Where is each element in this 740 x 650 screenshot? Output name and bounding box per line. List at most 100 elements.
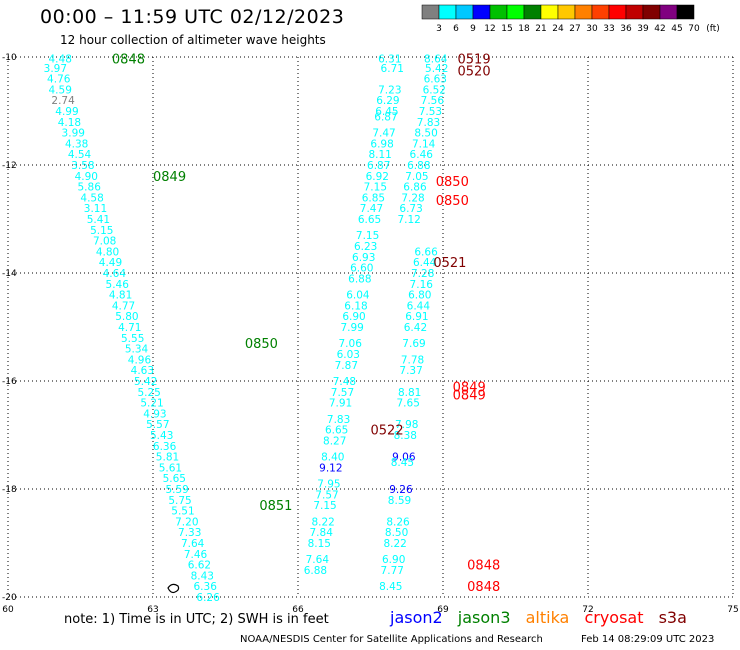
data-point-jason3: 7.46 [184,549,208,561]
data-point-s3a: 7.84 [310,527,334,539]
data-point-jason3: 4.18 [58,117,81,129]
data-point-cryosat: 6.88 [407,160,430,172]
data-point-cryosat: 7.77 [381,565,404,577]
data-point-s3a: 8.27 [323,435,346,447]
credit: NOAA/NESDIS Center for Satellite Applica… [240,634,543,645]
data-point-jason3: 5.59 [165,484,188,496]
data-point-s3a: 6.88 [348,273,371,285]
time-label: 0848 [467,559,500,574]
data-point-s3a: 7.64 [306,554,330,566]
time-label: 0848 [112,53,145,68]
data-point-s3a: 8.40 [321,452,344,464]
colorbar-swatch [557,4,576,20]
data-point-s3a: 6.87 [374,111,397,123]
data-point-jason3: 4.48 [49,54,72,66]
mission-altika: altika [525,608,570,627]
data-point-jason3: 5.75 [168,495,191,507]
time-label: 0850 [245,337,278,352]
footnote: note: 1) Time is in UTC; 2) SWH is in fe… [64,612,329,627]
chart-subtitle: 12 hour collection of altimeter wave hei… [60,33,326,47]
data-point-jason3: 4.59 [49,84,72,96]
data-point-s3a: 7.15 [313,500,336,512]
data-point-s3a: 7.15 [356,230,379,242]
data-point-jason3: 4.99 [55,106,78,118]
data-point-cryosat: 8.81 [398,387,421,399]
data-point-s3a: 6.85 [362,192,385,204]
data-point-cryosat: 8.45 [379,581,402,593]
data-point-s3a: 8.22 [311,516,334,528]
time-label: 0850 [436,175,469,190]
y-tick-label: -14 [2,269,17,279]
data-point-jason3: 4.64 [103,268,127,280]
data-point-s3a: 6.60 [350,263,373,275]
colorbar-label: 9 [470,24,476,34]
time-label: 0850 [436,194,469,209]
colorbar-label: 18 [518,24,530,34]
data-point-s3a: 6.04 [346,290,370,302]
data-point-cryosat: 9.06 [392,452,416,464]
data-point-cryosat: 6.42 [404,322,427,334]
data-point-s3a: 7.57 [331,387,354,399]
data-point-s3a: 6.65 [358,214,381,226]
data-point-jason3: 6.62 [188,560,211,572]
data-point-jason3: 5.81 [156,452,179,464]
data-point-jason3: 4.90 [75,171,98,183]
x-tick-label: 66 [292,605,304,615]
x-tick-label: 72 [582,605,593,615]
x-tick-label: 60 [2,605,14,615]
time-label: 0521 [433,256,466,271]
data-point-jason3: 4.49 [99,257,122,269]
colorbar-label: 15 [501,24,512,34]
data-point-jason3: 4.71 [118,322,141,334]
data-point-cryosat: 8.26 [386,516,410,528]
data-point-jason3: 5.46 [106,279,130,291]
y-tick-label: -12 [2,161,17,171]
data-point-s3a: 7.91 [329,398,352,410]
colorbar-swatch [489,4,508,20]
data-point-s3a: 6.87 [367,160,390,172]
data-point-cryosat: 5.42 [425,63,448,75]
data-point-s3a: 7.87 [335,360,358,372]
data-point-jason3: 5.42 [134,376,157,388]
data-point-jason3: 6.36 [153,441,177,453]
colorbar-swatch [540,4,559,20]
data-point-cryosat: 7.05 [405,171,428,183]
time-label: 0522 [371,424,404,439]
x-tick-label: 69 [437,605,449,615]
colorbar-label: 42 [654,24,665,34]
data-point-cryosat: 9.26 [389,484,413,496]
mission-jason2: jason2 [390,608,443,627]
data-point-jason3: 5.43 [150,430,173,442]
colorbar-label: 33 [603,24,614,34]
data-point-jason3: 5.51 [171,506,194,518]
colorbar-label: 3 [436,24,442,34]
data-point-jason3: 4.54 [68,149,92,161]
data-point-jason3: 4.81 [109,290,132,302]
data-point-s3a: 7.57 [315,489,338,501]
colorbar-swatch [608,4,627,20]
data-point-cryosat: 6.73 [399,203,422,215]
time-label: 0851 [259,499,292,514]
time-label: 0848 [467,580,500,595]
data-point-s3a: 6.93 [352,252,375,264]
data-point-jason3: 5.86 [78,182,102,194]
data-point-cryosat: 7.12 [397,214,420,226]
colorbar-swatch [625,4,644,20]
y-tick-label: -20 [2,593,17,603]
data-point-jason3: 4.80 [96,246,119,258]
data-point-s3a: 6.90 [342,311,365,323]
colorbar-swatch [659,4,678,20]
data-point-jason3: 3.99 [62,128,85,140]
data-point-s3a: 7.48 [333,376,356,388]
data-point-jason3: 3.11 [84,203,107,215]
time-label: 0519 [458,53,491,68]
chart-title: 00:00 – 11:59 UTC 02/12/2023 [40,6,345,28]
data-point-jason3: 4.96 [128,354,152,366]
data-point-cryosat: 7.65 [397,398,420,410]
colorbar-label: 39 [637,24,649,34]
data-point-jason3: 5.21 [140,398,163,410]
data-point-cryosat: 7.53 [419,106,442,118]
colorbar-swatch [472,4,491,20]
x-tick-label: 75 [727,605,738,615]
data-point-cryosat: 8.45 [391,457,414,469]
